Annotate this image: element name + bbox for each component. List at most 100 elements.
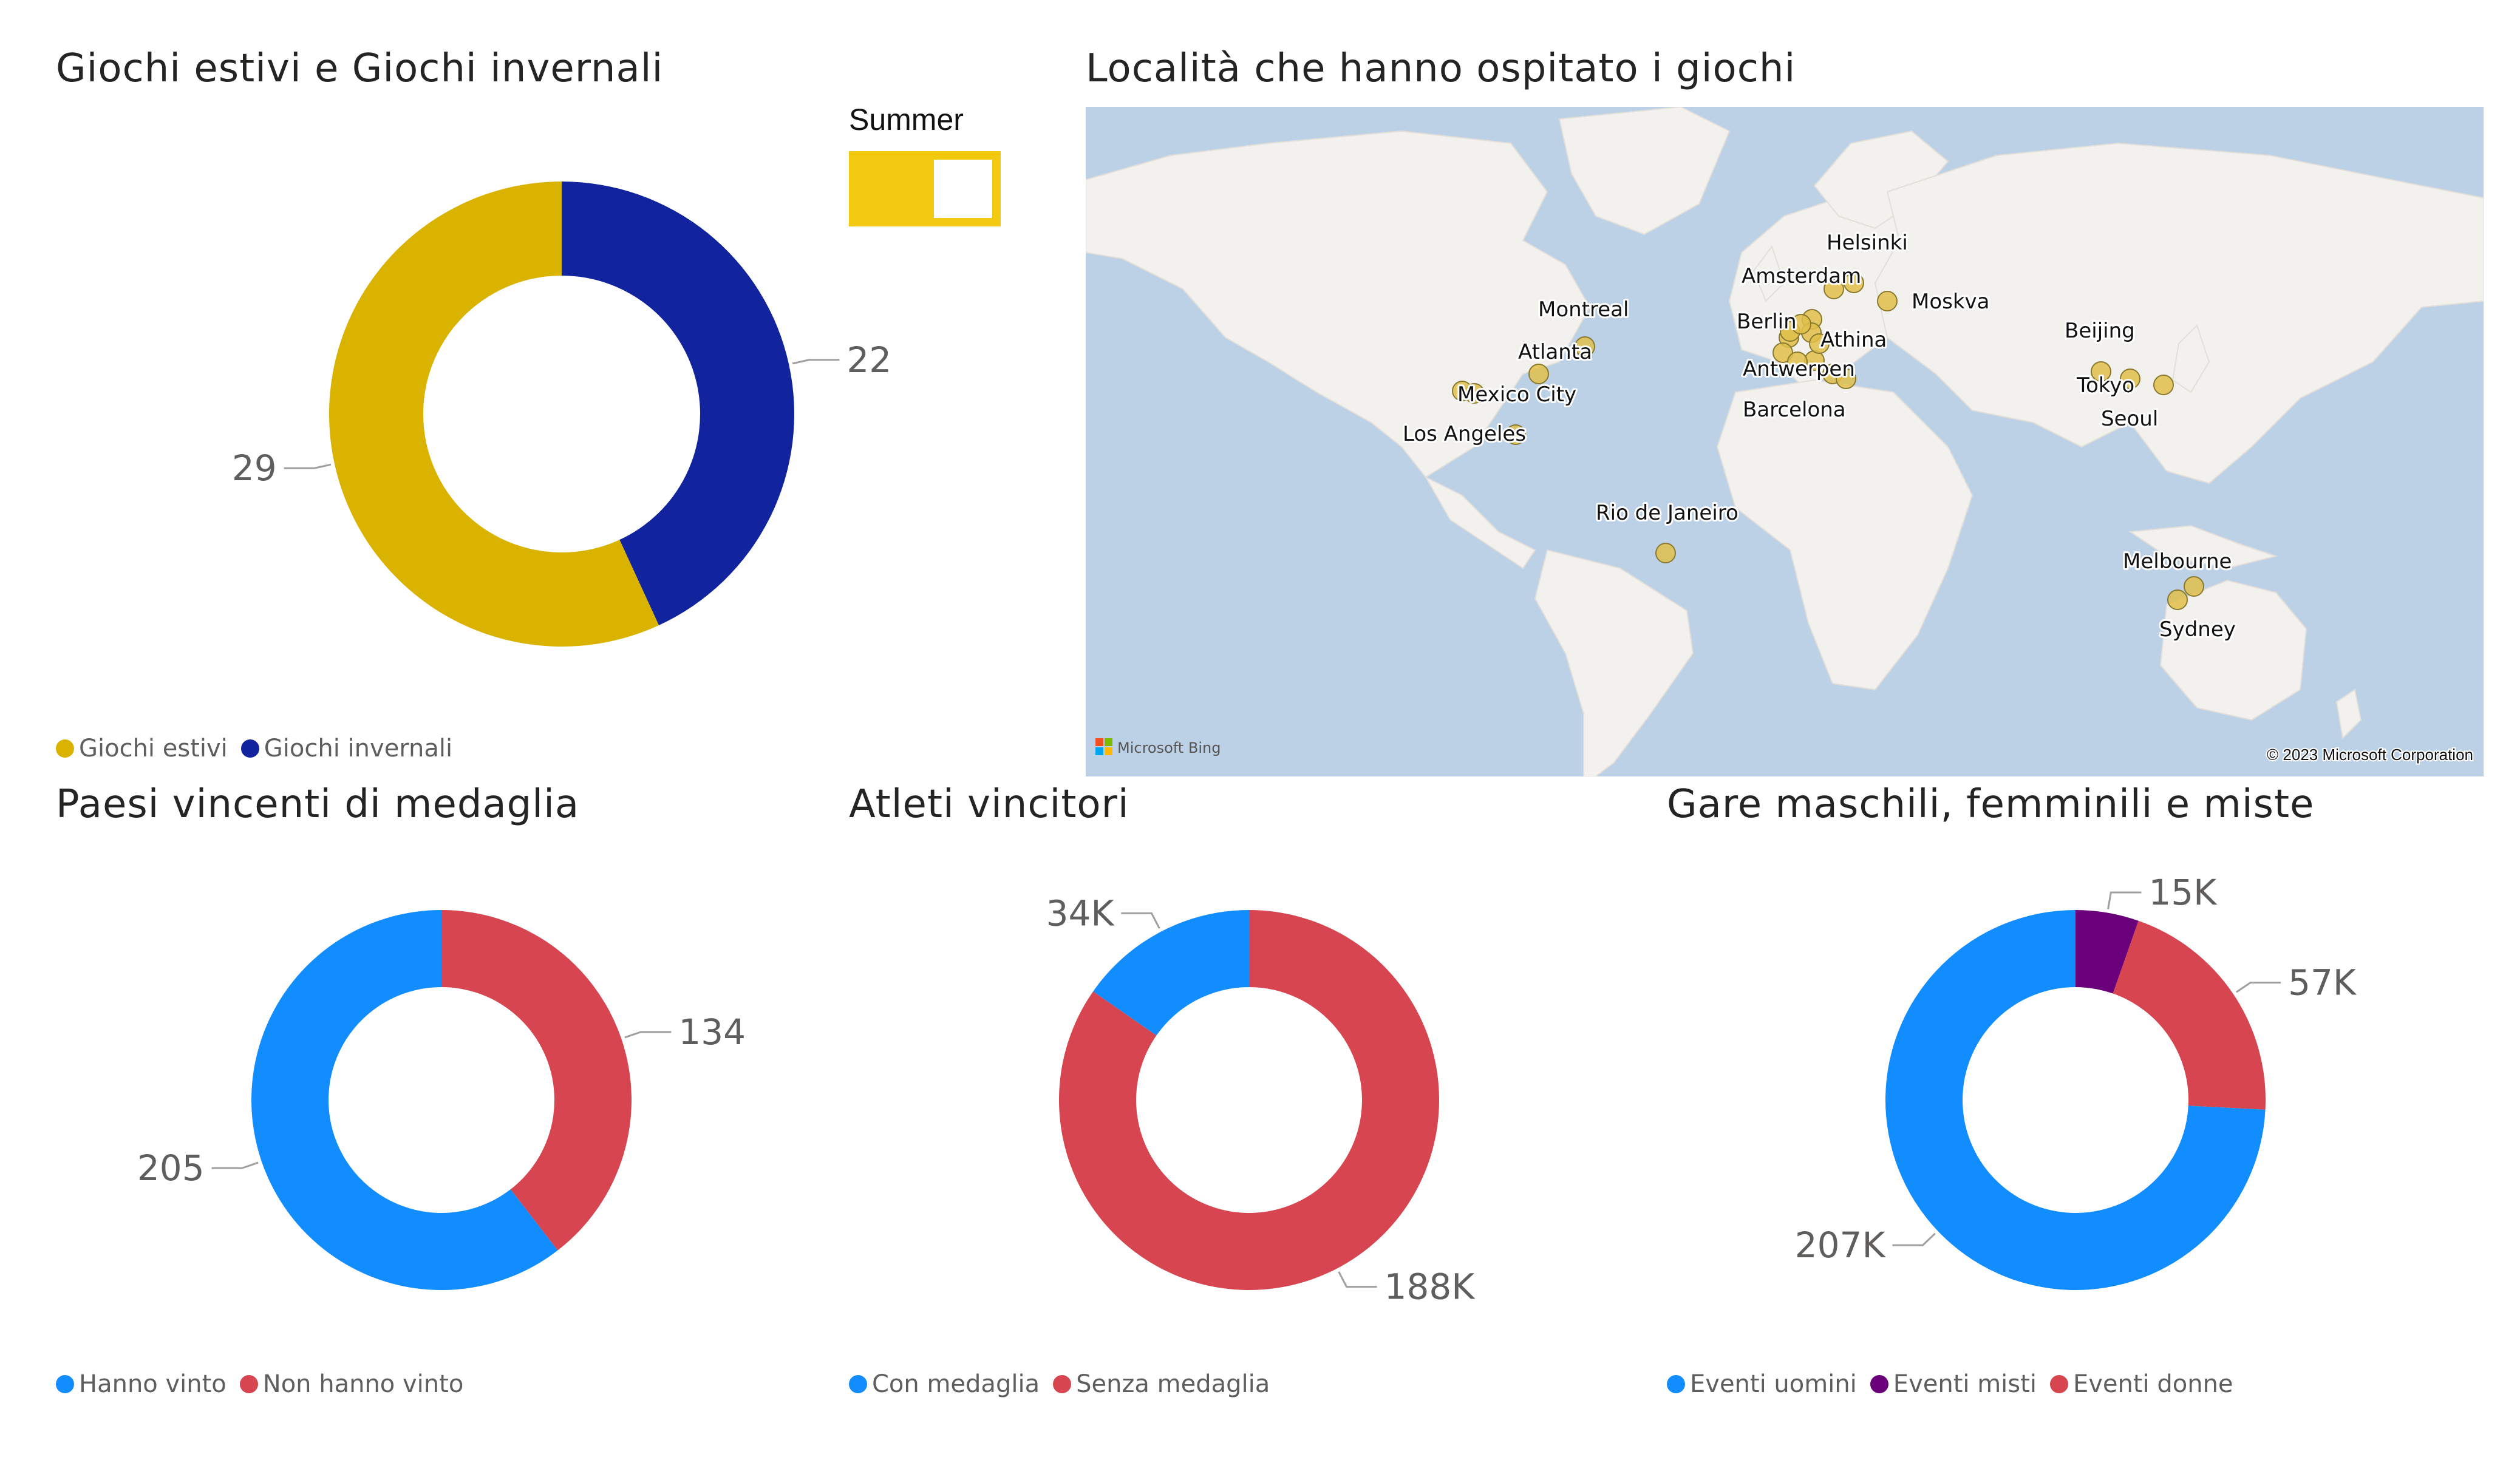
map-marker-montreal[interactable] <box>1575 336 1595 357</box>
map-marker-berlin[interactable] <box>1791 314 1811 335</box>
map-city-label: Berlin <box>1737 310 1797 334</box>
seasons-data-label: 22 <box>846 339 891 381</box>
legend-label: Senza medaglia <box>1076 1370 1270 1398</box>
legend-item[interactable]: Giochi invernali <box>240 735 453 762</box>
athletes-chart-title: Atleti vincitori <box>849 782 1129 827</box>
map-title: Località che hanno ospitato i giochi <box>1086 46 1796 91</box>
map-marker-mexico-city[interactable] <box>1452 381 1473 401</box>
map-marker-los-angeles[interactable] <box>1505 424 1526 445</box>
map-city-label: Amsterdam <box>1742 264 1861 288</box>
japan-landmass <box>2171 324 2210 393</box>
legend-color-dot <box>56 1375 74 1393</box>
new-zealand-landmass <box>2335 688 2362 740</box>
events-slice-eventi-uomini[interactable] <box>1885 910 2266 1290</box>
seasons-slice-giochi-invernali[interactable] <box>562 182 794 625</box>
events-slice-eventi-misti[interactable] <box>2076 910 2139 994</box>
legend-label: Giochi invernali <box>264 735 453 762</box>
countries-slice-non-hanno-vinto[interactable] <box>441 910 632 1251</box>
toggle-knob[interactable] <box>934 160 992 218</box>
athletes-data-label: 34K <box>1046 892 1115 934</box>
legend-item[interactable]: Non hanno vinto <box>239 1370 464 1398</box>
legend-item[interactable]: Eventi misti <box>1870 1370 2037 1398</box>
athletes-slice-con-medaglia[interactable] <box>1093 910 1249 1036</box>
legend-item[interactable]: Hanno vinto <box>56 1370 226 1398</box>
legend-label: Non hanno vinto <box>262 1370 464 1398</box>
summer-toggle[interactable] <box>849 151 1001 226</box>
south-america-landmass <box>1534 549 1694 776</box>
legend-label: Con medaglia <box>872 1370 1040 1398</box>
legend-label: Eventi misti <box>1893 1370 2037 1398</box>
map-city-label: Rio de Janeiro <box>1596 501 1738 525</box>
events-data-label: 15K <box>2148 872 2218 913</box>
athletes-leader-line <box>1121 912 1160 929</box>
legend-color-dot <box>240 739 259 758</box>
legend-color-dot <box>1667 1375 1685 1393</box>
map-marker-beijing[interactable] <box>2091 361 2111 382</box>
legend-label: Eventi donne <box>2072 1370 2233 1398</box>
legend-color-dot <box>849 1375 867 1393</box>
map-marker-tokyo[interactable] <box>2120 368 2140 389</box>
seasons-leader-line <box>284 463 332 469</box>
countries-legend: Hanno vinto Non hanno vinto <box>56 1370 463 1398</box>
countries-data-label: 134 <box>678 1011 746 1053</box>
map-city-label: Tokyo <box>2076 373 2134 398</box>
legend-item[interactable]: Eventi donne <box>2049 1370 2233 1398</box>
map-marker-moskva[interactable] <box>1877 291 1898 311</box>
legend-color-dot <box>239 1375 258 1393</box>
athletes-slice-senza-medaglia[interactable] <box>1059 910 1439 1290</box>
events-data-label: 57K <box>2288 962 2357 1004</box>
map-marker-antwerpen[interactable] <box>1787 352 1808 372</box>
map-city-label: Barcelona <box>1743 398 1846 422</box>
map-city-label: Montreal <box>1538 297 1629 322</box>
legend-item[interactable]: Giochi estivi <box>56 735 228 762</box>
asia-landmass <box>1874 142 2484 484</box>
map-marker-helsinki[interactable] <box>1844 273 1864 293</box>
legend-label: Hanno vinto <box>79 1370 226 1398</box>
events-chart-title: Gare maschili, femminili e miste <box>1667 782 2315 827</box>
map-city-label: Mexico City <box>1457 382 1576 407</box>
legend-item[interactable]: Con medaglia <box>849 1370 1040 1398</box>
events-leader-line <box>2236 982 2281 993</box>
indonesia-landmass <box>2128 525 2278 569</box>
africa-landmass <box>1716 379 1973 691</box>
bing-attribution-text: Microsoft Bing <box>1117 739 1221 756</box>
map-marker-sydney[interactable] <box>2167 589 2188 610</box>
countries-leader-line <box>211 1161 259 1169</box>
world-map-canvas[interactable]: Helsinki Amsterdam Moskva Montreal Berlin Ath… <box>1086 107 2484 776</box>
countries-chart-title: Paesi vincenti di medaglia <box>56 782 580 827</box>
bing-logo: Microsoft Bing <box>1095 738 1221 756</box>
map-city-label: Helsinki <box>1827 231 1908 255</box>
map-marker-seoul[interactable] <box>2153 375 2174 395</box>
countries-data-label: 205 <box>137 1147 205 1189</box>
seasons-slice-giochi-estivi[interactable] <box>329 182 659 647</box>
seasons-data-label: 29 <box>232 447 277 489</box>
summer-slicer-title: Summer <box>849 103 964 137</box>
australia-landmass <box>2159 579 2307 721</box>
central-america-landmass <box>1424 475 1536 569</box>
map-city-label: Atlanta <box>1518 340 1592 364</box>
seasons-leader-line <box>792 359 840 365</box>
countries-leader-line <box>624 1031 672 1039</box>
map-city-label: Sydney <box>2159 617 2236 642</box>
legend-color-dot <box>1053 1375 1072 1393</box>
map-copyright: © 2023 Microsoft Corporation <box>2267 745 2473 764</box>
events-data-label: 207K <box>1795 1224 1887 1266</box>
events-slice-eventi-donne[interactable] <box>2113 920 2266 1110</box>
athletes-leader-line <box>1338 1271 1377 1288</box>
map-marker-amsterdam[interactable] <box>1824 279 1844 299</box>
map-marker-atlanta[interactable] <box>1528 364 1549 384</box>
map-marker-rio-de-janeiro[interactable] <box>1655 543 1676 563</box>
legend-item[interactable]: Eventi uomini <box>1667 1370 1857 1398</box>
map-city-label: Melbourne <box>2123 549 2232 574</box>
legend-item[interactable]: Senza medaglia <box>1053 1370 1270 1398</box>
events-leader-line <box>2107 891 2142 909</box>
legend-color-dot <box>56 739 74 758</box>
map-marker-barcelona[interactable] <box>1836 368 1856 389</box>
greenland-landmass <box>1558 107 1731 236</box>
map-city-label: Los Angeles <box>1403 422 1526 446</box>
world-map[interactable]: Helsinki Amsterdam Moskva Montreal Berlin Ath… <box>1086 107 2484 776</box>
map-marker-athina[interactable] <box>1809 333 1830 354</box>
uk-landmass <box>1752 245 1785 302</box>
map-marker-melbourne[interactable] <box>2184 576 2204 597</box>
countries-slice-hanno-vinto[interactable] <box>251 910 558 1290</box>
